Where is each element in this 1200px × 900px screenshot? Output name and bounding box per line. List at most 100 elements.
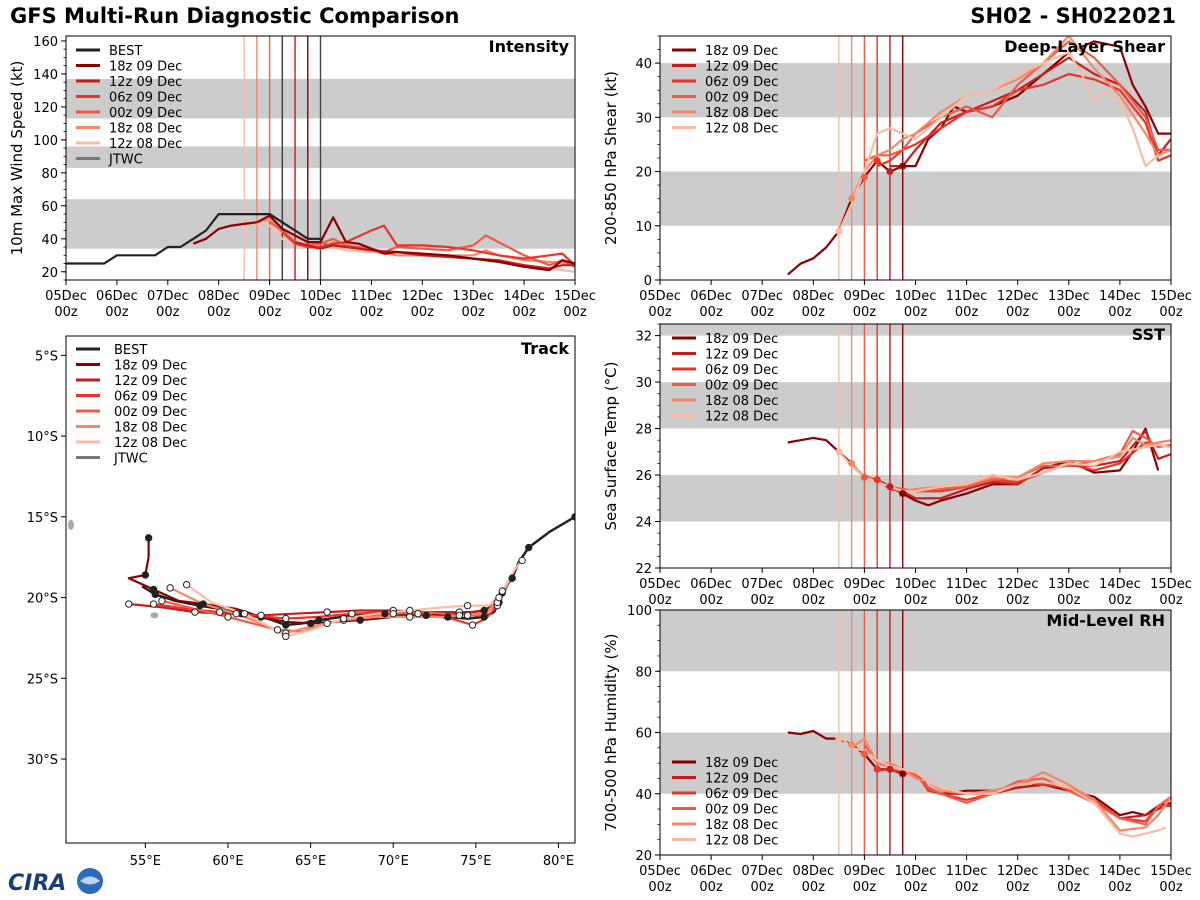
- series-line-18z-09-dec: [192, 214, 575, 272]
- x-tick-label: 12Dec: [401, 289, 443, 304]
- y-tick-label: 40: [635, 788, 652, 803]
- legend-label: 06z 09 Dec: [109, 91, 182, 106]
- shading-band-0: [660, 732, 1171, 794]
- y-axis-label: 10m Max Wind Speed (kt): [8, 61, 26, 256]
- x-tick-label: 10Dec: [895, 577, 937, 592]
- x-tick-label: 00z: [648, 880, 672, 895]
- legend-label: 12z 09 Dec: [109, 75, 182, 90]
- legend-label: 18z 08 Dec: [705, 818, 778, 833]
- y-tick-label: 80: [41, 167, 58, 182]
- series-line-12z-08-dec: [837, 51, 1159, 232]
- legend-label: 00z 09 Dec: [705, 803, 778, 818]
- x-tick-label: 06Dec: [690, 289, 732, 304]
- track-position-marker: [199, 600, 207, 608]
- legend-label: 18z 09 Dec: [114, 359, 187, 374]
- track-position-marker: [240, 610, 249, 618]
- track-position-marker: [381, 610, 389, 618]
- x-tick-label: 14Dec: [1099, 289, 1141, 304]
- x-tick-label: 00z: [1159, 593, 1183, 608]
- figure-title: GFS Multi-Run Diagnostic Comparison: [10, 4, 460, 28]
- track-position-marker: [518, 556, 526, 565]
- x-tick-label: 00z: [802, 880, 826, 895]
- init-marker: [873, 157, 881, 165]
- init-marker: [899, 490, 907, 498]
- track-position-marker: [444, 613, 452, 621]
- x-tick-label: 00z: [1108, 305, 1132, 320]
- x-tick-label: 00z: [802, 593, 826, 608]
- x-tick-label: 13Dec: [1048, 289, 1090, 304]
- x-tick-label: 05Dec: [639, 289, 681, 304]
- x-tick-label: 00z: [309, 305, 333, 320]
- legend-label: BEST: [114, 343, 147, 358]
- x-tick-label: 00z: [360, 305, 384, 320]
- init-marker: [848, 741, 856, 749]
- x-tick-label: 11Dec: [946, 577, 988, 592]
- x-tick-label: 10Dec: [895, 289, 937, 304]
- legend-label: 00z 09 Dec: [114, 405, 187, 420]
- legend-label: JTWC: [113, 452, 148, 467]
- y-tick-label: 10: [635, 220, 652, 235]
- series-line-12z-09-dec: [294, 241, 575, 270]
- track-position-marker: [455, 611, 464, 620]
- init-marker: [835, 227, 843, 235]
- x-tick-label: 08Dec: [792, 577, 834, 592]
- track-position-marker: [273, 626, 282, 634]
- legend-label: 18z 08 Dec: [114, 421, 187, 436]
- x-tick-label: 00z: [751, 593, 775, 608]
- x-tick-label: 14Dec: [503, 289, 545, 304]
- y-tick-label: 100: [627, 604, 652, 619]
- panel-intensity: 2040608010012014016005Dec00z06Dec00z07De…: [8, 35, 596, 320]
- x-tick-label: 00z: [1108, 880, 1132, 895]
- x-tick-label: 09Dec: [844, 864, 886, 879]
- legend-label: 06z 09 Dec: [114, 390, 187, 405]
- x-tick-label: 00z: [699, 880, 723, 895]
- y-tick-label: 32: [635, 330, 652, 345]
- coastline-madagascar: [67, 519, 74, 530]
- track-position-marker: [389, 610, 397, 618]
- shading-band-1: [660, 610, 1171, 672]
- x-tick-label: 13Dec: [1048, 864, 1090, 879]
- track-position-marker: [166, 584, 174, 592]
- series-line-12z-08-dec: [838, 734, 1167, 838]
- x-tick-label: 08Dec: [792, 864, 834, 879]
- init-marker: [835, 735, 843, 743]
- x-tick-label: 15Dec: [1150, 864, 1192, 879]
- legend-label: 06z 09 Dec: [705, 787, 778, 802]
- x-tick-label: 06Dec: [690, 577, 732, 592]
- track-position-marker: [215, 608, 224, 616]
- x-tick-label: 00z: [853, 880, 877, 895]
- shading-band-0: [660, 171, 1171, 226]
- series-line-06z-09-dec: [876, 72, 1171, 168]
- x-tick-label: 00z: [648, 305, 672, 320]
- x-tick-label: 07Dec: [147, 289, 189, 304]
- x-tick-label: 00z: [512, 305, 536, 320]
- legend-label: JTWC: [108, 153, 143, 168]
- storm-id-title: SH02 - SH022021: [970, 4, 1176, 28]
- x-tick-label: 00z: [1108, 593, 1132, 608]
- panel-sst: 22242628303205Dec00z06Dec00z07Dec00z08De…: [602, 323, 1192, 608]
- x-tick-label: 00z: [955, 880, 979, 895]
- x-tick-label: 11Dec: [946, 864, 988, 879]
- x-tick-label: 00z: [904, 305, 928, 320]
- y-tick-label: 40: [635, 57, 652, 72]
- legend-label: 18z 09 Dec: [705, 756, 778, 771]
- track-position-marker: [480, 606, 488, 615]
- init-marker: [848, 195, 856, 203]
- x-tick-label: 10Dec: [895, 864, 937, 879]
- panel-title: Deep-Layer Shear: [1004, 37, 1165, 56]
- track-position-marker: [406, 613, 414, 621]
- shading-band-2: [660, 324, 1171, 336]
- x-tick-label: 00z: [207, 305, 231, 320]
- track-position-marker: [468, 621, 477, 629]
- x-tick-label: 00z: [699, 305, 723, 320]
- y-tick-label: 140: [33, 68, 58, 83]
- x-tick-label: 00z: [1006, 305, 1030, 320]
- x-tick-label: 00z: [751, 305, 775, 320]
- x-tick-label: 80°E: [543, 854, 574, 869]
- track-position-marker: [125, 600, 133, 608]
- legend-label: 12z 08 Dec: [109, 137, 182, 152]
- x-tick-label: 00z: [955, 305, 979, 320]
- x-tick-label: 00z: [904, 593, 928, 608]
